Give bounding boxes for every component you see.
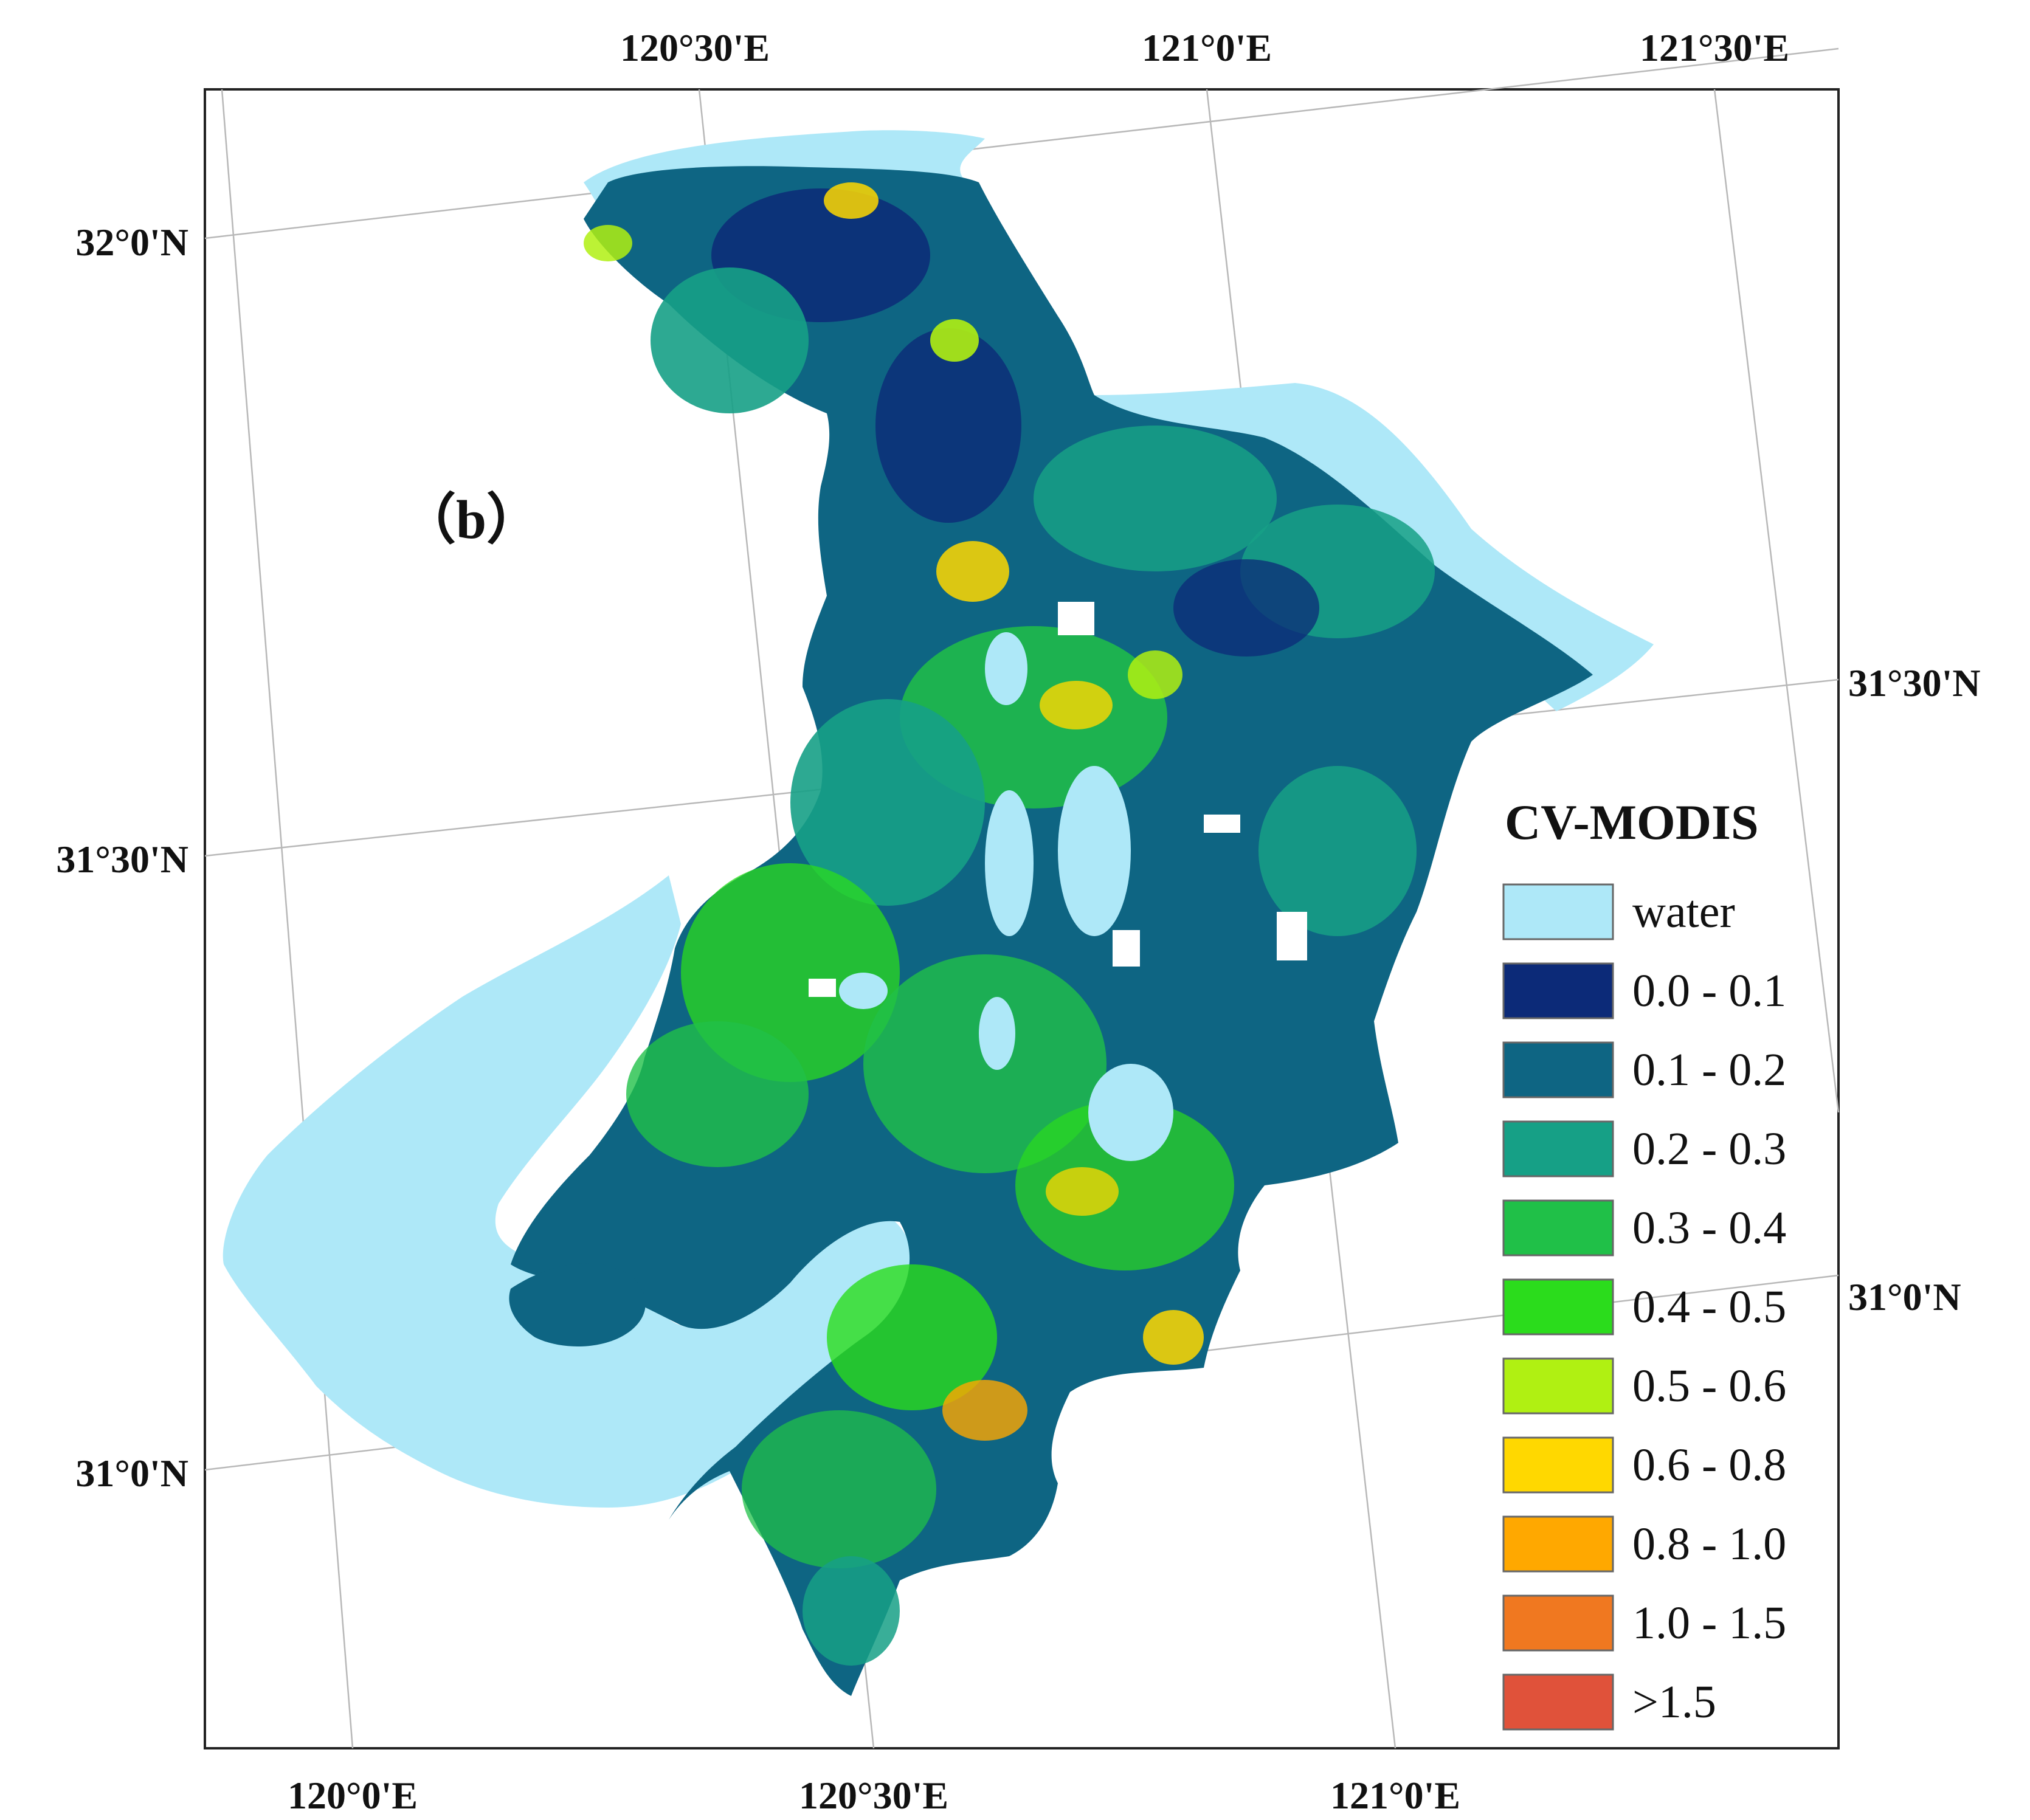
meridian-121-30 — [1713, 89, 1840, 1113]
patch — [1143, 1310, 1204, 1365]
legend-label-2: 0.1 - 0.2 — [1632, 1044, 1786, 1095]
legend-swatch-4 — [1502, 1199, 1614, 1256]
bottom-label-120-0: 120°0'E — [288, 1774, 418, 1817]
land-region — [509, 166, 1593, 1697]
right-label-31-0: 31°0'N — [1848, 1275, 1961, 1318]
patch — [1040, 681, 1113, 729]
left-label-31-0: 31°0'N — [75, 1452, 188, 1495]
gap — [1113, 930, 1140, 967]
legend-title: CV-MODIS — [1505, 795, 1759, 850]
gap — [1204, 815, 1240, 833]
panel-label: （b） — [401, 490, 541, 550]
left-label-31-30: 31°30'N — [56, 838, 188, 881]
patch — [1258, 766, 1417, 936]
patch — [863, 954, 1106, 1173]
lake — [1088, 1064, 1173, 1161]
coordinate-labels: 120°30'E 121°0'E 121°30'E 120°0'E 120°30… — [56, 26, 1980, 1817]
legend: CV-MODIS water 0.0 - 0.1 0.1 - 0.2 0.2 - 0.… — [1502, 795, 1786, 1731]
bottom-label-121-0: 121°0'E — [1330, 1774, 1460, 1817]
patch — [1128, 650, 1182, 699]
patch — [584, 225, 632, 261]
legend-swatch-1 — [1502, 962, 1614, 1019]
legend-swatch-7 — [1502, 1436, 1614, 1494]
legend-label-0: water — [1632, 886, 1735, 937]
legend-label-5: 0.4 - 0.5 — [1632, 1281, 1786, 1332]
parallel-32-0 — [204, 47, 1839, 240]
patch — [942, 1380, 1027, 1441]
legend-label-6: 0.5 - 0.6 — [1632, 1360, 1786, 1412]
no-data-areas — [809, 602, 1307, 997]
legend-swatch-0 — [1502, 883, 1614, 940]
patch — [936, 541, 1009, 602]
legend-swatch-5 — [1502, 1278, 1614, 1336]
patch — [827, 1264, 997, 1410]
patch — [742, 1410, 936, 1568]
patch — [1015, 1100, 1234, 1270]
cv-patches — [584, 182, 1435, 1666]
lake — [839, 973, 888, 1009]
legend-swatch-9 — [1502, 1594, 1614, 1652]
patch — [930, 319, 979, 362]
taihu-lake — [223, 875, 915, 1508]
inland-lakes — [839, 632, 1173, 1161]
lake — [979, 997, 1015, 1070]
patch — [803, 1556, 900, 1666]
patch — [1046, 1167, 1119, 1216]
gap — [809, 979, 836, 997]
patch — [875, 328, 1021, 523]
patch — [626, 1021, 809, 1167]
meridian-120-0 — [221, 89, 354, 1749]
left-label-32-0: 32°0'N — [75, 221, 188, 264]
legend-label-3: 0.2 - 0.3 — [1632, 1123, 1786, 1174]
top-label-121-30: 121°30'E — [1640, 26, 1789, 69]
legend-label-8: 0.8 - 1.0 — [1632, 1518, 1786, 1570]
legend-swatch-3 — [1502, 1120, 1614, 1177]
legend-label-1: 0.0 - 0.1 — [1632, 965, 1786, 1016]
lake — [985, 790, 1034, 936]
top-label-120-30: 120°30'E — [620, 26, 770, 69]
gap — [1058, 602, 1094, 635]
legend-swatch-2 — [1502, 1041, 1614, 1098]
legend-swatch-10 — [1502, 1674, 1614, 1731]
legend-label-7: 0.6 - 0.8 — [1632, 1439, 1786, 1491]
legend-items: water 0.0 - 0.1 0.1 - 0.2 0.2 - 0.3 0.3 - 0.… — [1502, 883, 1786, 1731]
gap — [1277, 912, 1307, 960]
patch — [824, 182, 879, 219]
lake — [985, 632, 1027, 705]
legend-swatch-8 — [1502, 1515, 1614, 1573]
legend-label-4: 0.3 - 0.4 — [1632, 1202, 1786, 1253]
patch — [790, 699, 985, 906]
land-island — [509, 1263, 646, 1346]
right-label-31-30: 31°30'N — [1848, 661, 1981, 705]
legend-swatch-6 — [1502, 1357, 1614, 1415]
bottom-label-120-30: 120°30'E — [799, 1774, 948, 1817]
lake — [1058, 766, 1131, 936]
patch — [1034, 426, 1277, 571]
patch — [651, 267, 809, 413]
top-label-121-0: 121°0'E — [1142, 26, 1272, 69]
legend-label-10: >1.5 — [1632, 1677, 1716, 1728]
legend-label-9: 1.0 - 1.5 — [1632, 1598, 1786, 1649]
patch — [1173, 559, 1319, 657]
